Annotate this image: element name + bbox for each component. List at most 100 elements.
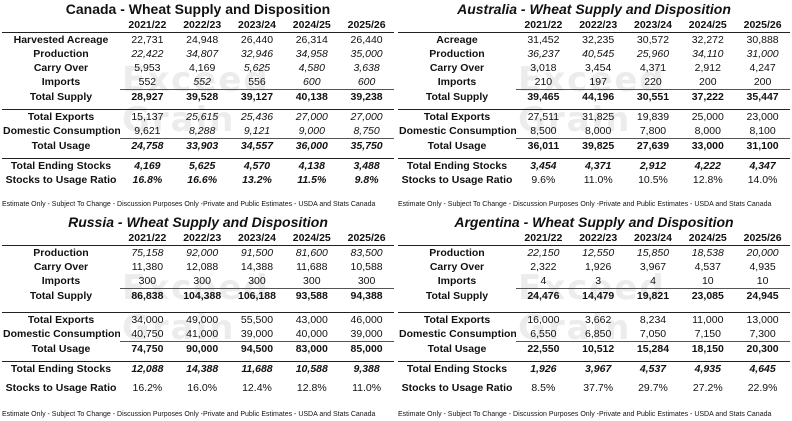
row-label: Carry Over [33,62,89,74]
table-row: Total Usage 36,011 39,825 27,639 33,000 … [398,139,790,154]
row-label: Acreage [436,34,478,46]
cell: 27,511 [516,109,571,124]
cell: 12.8% [296,382,327,394]
header-row: 2021/22 2022/23 2023/24 2024/25 2025/26 [2,18,394,33]
row-label: Domestic Consumption [3,328,120,341]
cell: 24,945 [746,290,779,302]
cell: 22,550 [527,343,560,355]
cell: 2,322 [530,261,557,273]
table-row: Total Supply 28,927 39,528 39,127 40,138… [2,90,394,105]
cell: 10,512 [582,343,615,355]
table-row: Total Supply 39,465 44,196 30,551 37,222… [398,90,790,105]
cell: 23,085 [691,290,724,302]
cell: 197 [570,75,626,90]
table-row: Harvested Acreage 22,731 24,948 26,440 2… [2,33,394,48]
cell: 30,888 [746,34,779,46]
cell: 25,000 [680,109,736,124]
cell: 34,557 [240,140,274,152]
row-label: Total Ending Stocks [2,361,120,376]
header-row: 2021/22 2022/23 2023/24 2024/25 2025/26 [2,231,394,246]
row-label: Total Usage [31,139,91,152]
cell: 19,839 [625,109,681,124]
year-header: 2023/24 [625,231,681,246]
cell: 22,422 [131,48,164,60]
cell: 32,272 [691,34,724,46]
row-label: Domestic Consumption [399,328,516,341]
table-row: Domestic Consumption 9,621 8,288 9,121 9… [2,124,394,139]
cell: 34,000 [120,312,175,327]
row-label: Carry Over [429,62,485,74]
cell: 31,452 [527,34,560,46]
cell: 91,500 [240,247,274,259]
supply-table: 2021/22 2022/23 2023/24 2024/25 2025/26 … [398,18,790,187]
cell: 40,545 [582,48,615,60]
cell: 556 [229,75,285,90]
cell: 4 [516,274,571,289]
table-row: Total Exports 15,137 25,615 25,436 27,00… [2,109,394,124]
cell: 4,935 [749,261,776,273]
row-label: Total Exports [398,312,516,327]
cell: 11.0% [352,382,382,394]
cell: 1,926 [516,361,571,376]
cell: 3,454 [516,158,571,173]
row-label: Imports [41,76,81,89]
table-row: Total Supply 86,838 104,388 106,188 93,5… [2,289,394,304]
cell: 9,000 [284,124,340,139]
cell: 552 [174,75,230,90]
cell: 6,850 [570,327,626,342]
cell: 49,000 [174,312,230,327]
cell: 31,000 [746,48,779,60]
cell: 14.0% [747,174,778,186]
row-label: Production [429,48,485,60]
cell: 20,000 [746,247,779,259]
cell: 39,238 [350,91,383,103]
cell: 8.5% [531,382,556,394]
year-header: 2022/23 [174,18,230,33]
row-label: Imports [437,76,477,89]
cell: 86,838 [131,290,164,302]
cell: 10 [680,274,736,289]
table-row: Total Exports 27,511 31,825 19,839 25,00… [398,109,790,124]
table-row: Domestic Consumption 8,500 8,000 7,800 8… [398,124,790,139]
cell: 18,538 [691,247,724,259]
cell: 200 [735,75,790,90]
cell: 104,388 [183,290,222,302]
cell: 35,447 [746,91,779,103]
cell: 40,750 [120,327,175,342]
row-label: Imports [437,275,477,288]
cell: 36,011 [527,140,560,152]
table-row: Imports 300 300 300 300 300 [2,274,394,289]
cell: 16.2% [132,382,163,394]
table-row: Stocks to Usage Ratio 16.2% 16.0% 12.4% … [2,381,394,395]
cell: 9,388 [339,361,394,376]
cell: 6,550 [516,327,571,342]
cell: 34,807 [186,48,219,60]
cell: 8,288 [174,124,230,139]
cell: 75,158 [131,247,164,259]
cell: 5,625 [243,62,271,74]
table-row: Total Ending Stocks 12,088 14,388 11,688… [2,361,394,376]
row-label: Stocks to Usage Ratio [5,174,117,186]
cell: 5,953 [134,62,161,74]
cell: 4,537 [694,261,721,273]
cell: 23,000 [735,109,790,124]
row-label: Domestic Consumption [399,125,516,138]
cell: 200 [680,75,736,90]
cell: 16.8% [132,174,163,186]
year-header: 2025/26 [735,18,790,33]
cell: 35,000 [350,48,383,60]
table-row: Total Ending Stocks 4,169 5,625 4,570 4,… [2,158,394,173]
row-label: Total Exports [2,109,120,124]
year-header: 2024/25 [680,231,736,246]
cell: 32,235 [582,34,615,46]
cell: 94,500 [240,343,274,355]
table-row: Carry Over 11,380 12,088 14,388 11,688 1… [2,260,394,274]
table-row: Production 22,150 12,550 15,850 18,538 2… [398,246,790,261]
cell: 300 [284,274,340,289]
row-label: Total Supply [29,289,93,302]
footnote: Estimate Only - Subject To Change - Disc… [2,411,376,418]
cell: 4,138 [284,158,340,173]
table-row: Imports 4 3 4 10 10 [398,274,790,289]
cell: 55,500 [229,312,285,327]
row-label: Stocks to Usage Ratio [5,382,117,394]
